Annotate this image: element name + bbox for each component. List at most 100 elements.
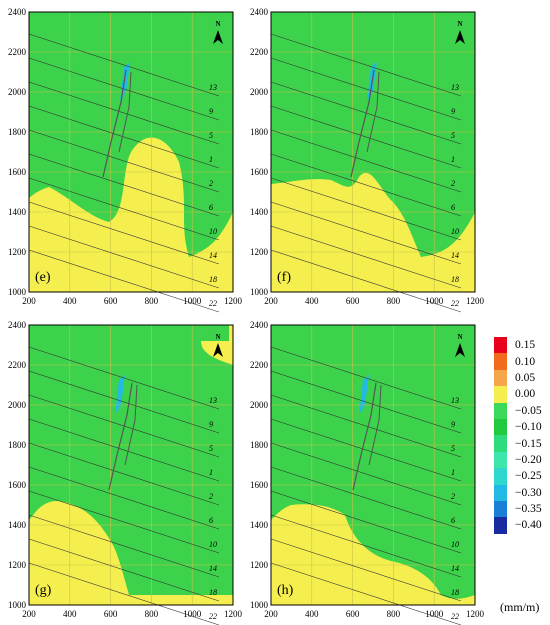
north-label: N	[457, 20, 462, 28]
subsidence-zone	[271, 12, 475, 257]
survey-line-label: 18	[451, 588, 459, 597]
survey-line-label: 2	[209, 179, 213, 188]
y-tick-label: 2000	[250, 87, 269, 97]
survey-line	[270, 562, 462, 625]
legend-label: −0.15	[515, 437, 542, 450]
y-tick-label: 1600	[250, 167, 269, 177]
y-tick-label: 2200	[250, 47, 269, 57]
y-tick-label: 1000	[250, 600, 269, 610]
survey-line	[28, 370, 220, 434]
y-tick-label: 1400	[8, 520, 27, 530]
survey-line	[28, 81, 220, 145]
legend-label: 0.00	[515, 388, 536, 401]
survey-line-label: 9	[209, 420, 213, 429]
survey-line	[270, 418, 462, 482]
survey-line-label: 6	[451, 516, 455, 525]
survey-line	[270, 346, 462, 410]
legend-swatch	[494, 500, 507, 518]
legend-row: −0.10	[494, 418, 542, 436]
north-label: N	[215, 333, 220, 341]
survey-line	[270, 249, 462, 313]
survey-line	[28, 490, 220, 554]
x-tick-label: 1000	[425, 296, 444, 306]
legend-label: −0.25	[515, 470, 542, 483]
x-tick-label: 1000	[183, 296, 202, 306]
survey-line-label: 5	[209, 131, 213, 140]
x-tick-label: 400	[63, 609, 77, 619]
survey-line-label: 14	[451, 564, 459, 573]
y-tick-label: 1000	[8, 600, 27, 610]
legend-row: −0.35	[494, 500, 542, 518]
survey-line-label: 6	[451, 203, 455, 212]
survey-line-label: 9	[451, 420, 455, 429]
survey-line-label: 14	[451, 251, 459, 260]
map-panel-e: 13 9 5 1 2 6 10 14 18 22 200 400 600 800 1000 1200 2400 2…	[8, 7, 243, 313]
y-tick-label: 2000	[250, 400, 269, 410]
map-panel-f: 13 9 5 1 2 6 10 14 18 22 200 400 600 800 1000 1200 2400 2…	[250, 7, 485, 313]
x-tick-label: 800	[387, 609, 401, 619]
survey-line	[270, 370, 462, 434]
survey-line-label: 10	[209, 540, 217, 549]
y-tick-label: 2400	[250, 320, 269, 330]
survey-line	[28, 33, 220, 97]
legend-label: −0.05	[515, 404, 542, 417]
y-tick-label: 1600	[8, 480, 27, 490]
x-tick-label: 600	[346, 296, 360, 306]
y-tick-label: 1000	[8, 287, 27, 297]
x-tick-label: 600	[104, 609, 118, 619]
survey-line	[270, 57, 462, 121]
legend-swatch	[494, 451, 507, 469]
y-tick-label: 1400	[250, 207, 269, 217]
survey-line-label: 2	[209, 492, 213, 501]
legend-row: −0.20	[494, 451, 542, 469]
roadway-trace	[350, 69, 375, 178]
north-arrow-icon	[455, 343, 465, 357]
y-tick-label: 1800	[250, 440, 269, 450]
survey-line	[270, 490, 462, 554]
survey-line	[270, 201, 462, 265]
legend-swatch	[494, 484, 507, 501]
panel-label: (e)	[35, 270, 51, 285]
survey-line-label: 9	[209, 107, 213, 116]
panel-label: (g)	[35, 583, 52, 598]
survey-line	[28, 177, 220, 241]
survey-line	[270, 33, 462, 97]
survey-line	[28, 538, 220, 602]
survey-line-label: 1	[451, 468, 455, 477]
survey-line-label: 5	[451, 131, 455, 140]
roadway-trace	[124, 384, 138, 466]
map-canvas: 13 9 5 1 2 6 10 14 18 22 200 400 600 800 1000 1200 2400 2…	[250, 7, 485, 313]
survey-line-label: 13	[451, 396, 459, 405]
legend-row: −0.25	[494, 468, 542, 485]
y-tick-label: 1600	[8, 167, 27, 177]
legend-label: −0.40	[515, 519, 542, 532]
legend-row: −0.05	[494, 402, 542, 419]
survey-line	[28, 466, 220, 530]
map-frame	[270, 11, 476, 293]
map-canvas: 13 9 5 1 2 6 10 14 18 22 200 400 600 800 1000 1200 2400 2…	[250, 320, 485, 625]
y-tick-label: 1400	[8, 207, 27, 217]
subsidence-zone	[29, 12, 233, 257]
legend-swatch	[494, 353, 507, 370]
x-tick-label: 200	[22, 296, 36, 306]
map-frame	[28, 324, 234, 606]
x-tick-label: 800	[145, 609, 159, 619]
legend-label: −0.20	[515, 453, 542, 466]
x-tick-label: 1000	[183, 609, 202, 619]
survey-line	[270, 394, 462, 458]
map-panel-h: 13 9 5 1 2 6 10 14 18 22 200 400 600 800 1000 1200 2400 2…	[250, 320, 485, 625]
y-tick-label: 1000	[250, 287, 269, 297]
north-arrow-icon	[213, 30, 223, 44]
map-frame	[28, 11, 234, 293]
survey-line-label: 13	[451, 83, 459, 92]
survey-line	[28, 249, 220, 313]
legend-swatch	[494, 337, 507, 354]
survey-line-label: 2	[451, 179, 455, 188]
survey-line	[270, 466, 462, 530]
x-tick-label: 1000	[425, 609, 444, 619]
legend-row: 0.15	[494, 337, 542, 354]
map-canvas: 13 9 5 1 2 6 10 14 18 22 200 400 600 800 1000 1200 2400 2…	[8, 320, 243, 625]
legend-swatch	[494, 369, 507, 387]
y-tick-label: 1800	[8, 127, 27, 137]
legend-row: 0.05	[494, 369, 542, 387]
